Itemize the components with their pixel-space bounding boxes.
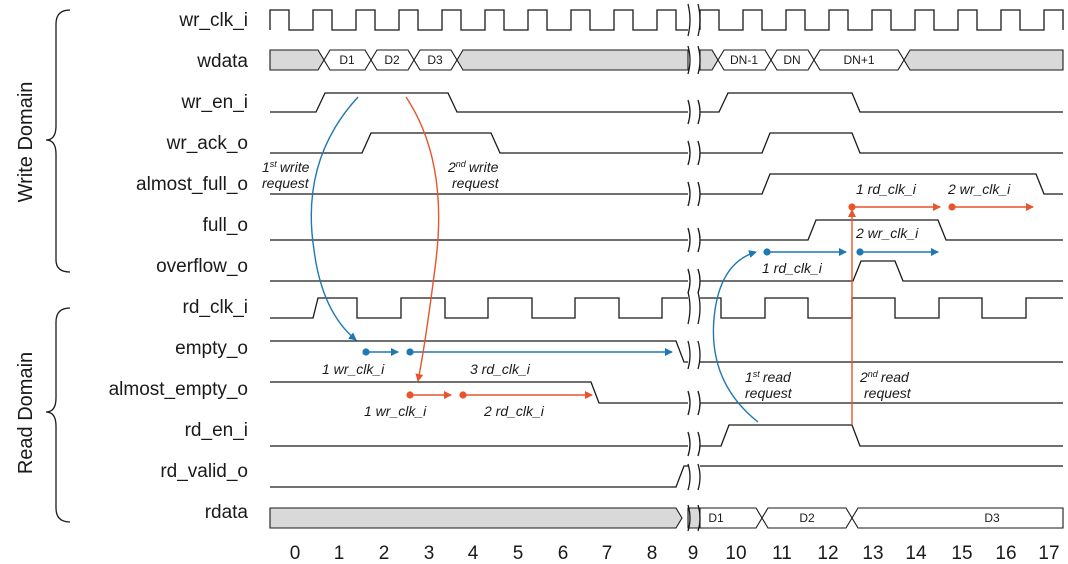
almost-empty-rd-clk-label: 2 rd_clk_i <box>483 403 545 419</box>
wr-clk-waveform <box>269 9 1064 31</box>
almost-full-rd-clk-label: 1 rd_clk_i <box>856 181 917 197</box>
signal-label-rd-en: rd_en_i <box>185 420 248 441</box>
empty-wr-clk-label: 1 wr_clk_i <box>322 361 385 377</box>
empty-waveform <box>270 340 1063 363</box>
time-tick: 2 <box>379 543 390 564</box>
wr-en-waveform <box>270 92 1063 113</box>
wdata-d3: D3 <box>427 53 443 67</box>
read-domain-label: Read Domain <box>15 352 37 474</box>
signal-label-rdata: rdata <box>205 502 249 523</box>
rd-en-waveform <box>270 424 1063 447</box>
time-tick: 11 <box>772 543 792 564</box>
time-tick: 0 <box>290 543 301 564</box>
overflow-waveform <box>270 260 1063 282</box>
signal-label-wdata: wdata <box>196 51 248 72</box>
write-domain-label: Write Domain <box>15 82 37 203</box>
wr-ack-waveform <box>270 132 1063 154</box>
wdata-d2: D2 <box>384 53 400 67</box>
wdata-dn-1: DN-1 <box>730 53 758 67</box>
full-wr-clk-label: 2 wr_clk_i <box>855 225 919 241</box>
time-tick: 14 <box>905 543 927 564</box>
signal-label-wr-en: wr_en_i <box>180 92 248 113</box>
svg-text:request: request <box>864 385 912 401</box>
time-tick: 4 <box>468 543 479 564</box>
time-tick: 5 <box>513 543 524 564</box>
read-domain-brace <box>45 307 71 523</box>
time-axis: 0 1 2 3 4 5 6 7 8 9 10 11 12 13 14 15 16… <box>290 543 1060 564</box>
time-tick: 13 <box>862 543 883 564</box>
time-tick: 1 <box>334 543 345 564</box>
first-write-request-label: 1st write request <box>262 159 310 191</box>
wdata-dn-plus-1: DN+1 <box>843 53 874 67</box>
signal-label-overflow: overflow_o <box>156 256 248 277</box>
signal-label-rd-valid: rd_valid_o <box>160 461 248 482</box>
first-read-request-label: 1st read request <box>745 369 793 401</box>
time-tick: 6 <box>558 543 569 564</box>
read-request-arrows <box>405 96 1034 425</box>
rdata-d3: D3 <box>984 511 1000 525</box>
signal-label-wr-clk: wr_clk_i <box>178 10 248 31</box>
rdata-d1: D1 <box>708 511 724 525</box>
write-arrow-dots <box>362 248 864 356</box>
time-tick: 7 <box>602 543 613 564</box>
signal-label-empty: empty_o <box>175 338 248 359</box>
almost-full-waveform <box>270 173 1063 195</box>
signal-label-almost-full: almost_full_o <box>136 174 248 195</box>
svg-text:request: request <box>452 175 500 191</box>
time-tick: 9 <box>688 543 699 564</box>
time-tick: 8 <box>647 543 658 564</box>
almost-empty-wr-clk-label: 1 wr_clk_i <box>364 403 427 419</box>
almost-empty-waveform <box>270 381 1063 404</box>
almost-full-wr-clk-label: 2 wr_clk_i <box>947 181 1011 197</box>
time-tick: 12 <box>817 543 838 564</box>
signal-label-rd-clk: rd_clk_i <box>183 297 248 318</box>
timeline-break-marks <box>687 3 701 532</box>
second-read-request-label: 2nd read request <box>859 369 912 401</box>
full-waveform <box>270 219 1063 241</box>
second-write-request-label: 2nd write request <box>447 159 500 191</box>
empty-rd-clk-label: 3 rd_clk_i <box>470 361 531 377</box>
read-arrow-dots <box>406 203 956 399</box>
signal-label-almost-empty: almost_empty_o <box>109 379 248 400</box>
time-tick: 16 <box>995 543 1016 564</box>
wdata-bus: D1 D2 D3 DN-1 DN DN+1 <box>269 49 1064 71</box>
wdata-d1: D1 <box>339 53 355 67</box>
write-request-arrows <box>310 96 939 423</box>
write-domain-brace <box>45 9 71 273</box>
wdata-dn: DN <box>783 53 800 67</box>
time-tick: 10 <box>725 543 746 564</box>
time-tick: 17 <box>1038 543 1059 564</box>
overflow-rd-clk-label: 1 rd_clk_i <box>762 260 823 276</box>
svg-text:request: request <box>262 175 310 191</box>
time-tick: 3 <box>424 543 435 564</box>
rdata-bus: D1 D2 D3 <box>269 507 1064 529</box>
time-tick: 15 <box>951 543 972 564</box>
signal-label-full: full_o <box>203 215 248 236</box>
rd-clk-waveform <box>270 297 1063 319</box>
svg-text:request: request <box>745 385 793 401</box>
rdata-d2: D2 <box>799 511 815 525</box>
signal-label-wr-ack: wr_ack_o <box>166 133 248 154</box>
rd-valid-waveform <box>270 465 1063 488</box>
